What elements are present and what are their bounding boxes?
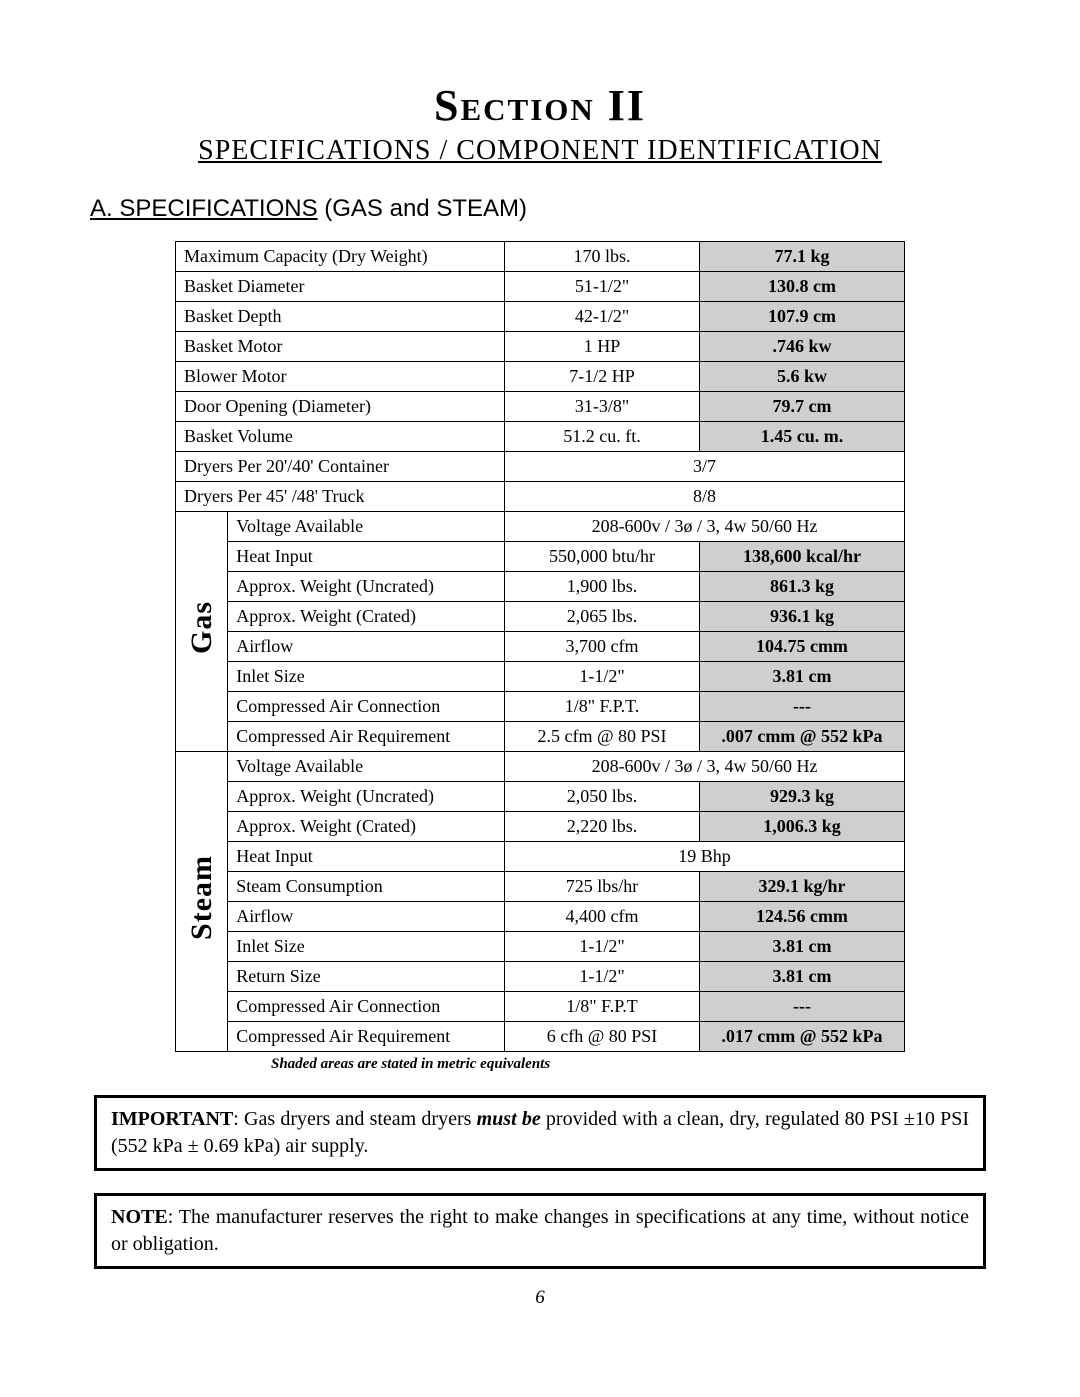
spec-label: Maximum Capacity (Dry Weight) <box>176 242 505 272</box>
spec-label: Approx. Weight (Crated) <box>228 812 505 842</box>
spec-label: Basket Motor <box>176 332 505 362</box>
cell: 1-1/2" <box>505 962 700 992</box>
spec-label: Inlet Size <box>228 932 505 962</box>
spec-label: Basket Diameter <box>176 272 505 302</box>
cell: 936.1 kg <box>699 602 904 632</box>
spec-label: Compressed Air Requirement <box>228 722 505 752</box>
spec-label: Compressed Air Connection <box>228 692 505 722</box>
spec-label: Basket Depth <box>176 302 505 332</box>
cell: 1-1/2" <box>505 662 700 692</box>
spec-label: Heat Input <box>228 842 505 872</box>
cell: 77.1 kg <box>699 242 904 272</box>
spec-value: 208-600v / 3ø / 3, 4w 50/60 Hz <box>505 512 905 542</box>
spec-label: Voltage Available <box>228 512 505 542</box>
cell: 3.81 cm <box>699 932 904 962</box>
cell: 1/8" F.P.T <box>505 992 700 1022</box>
group-gas: Gas <box>176 512 228 752</box>
cell: .007 cmm @ 552 kPa <box>699 722 904 752</box>
cell: 1,006.3 kg <box>699 812 904 842</box>
cell: 107.9 cm <box>699 302 904 332</box>
spec-value: 208-600v / 3ø / 3, 4w 50/60 Hz <box>505 752 905 782</box>
cell: 929.3 kg <box>699 782 904 812</box>
cell: .017 cmm @ 552 kPa <box>699 1022 904 1052</box>
group-steam: Steam <box>176 752 228 1052</box>
spec-label: Dryers Per 45' /48' Truck <box>176 482 505 512</box>
cell: --- <box>699 692 904 722</box>
spec-label: Airflow <box>228 902 505 932</box>
cell: 31-3/8" <box>505 392 700 422</box>
cell: 5.6 kw <box>699 362 904 392</box>
spec-label: Blower Motor <box>176 362 505 392</box>
spec-label: Dryers Per 20'/40' Container <box>176 452 505 482</box>
page-number: 6 <box>90 1287 990 1309</box>
spec-label: Door Opening (Diameter) <box>176 392 505 422</box>
important-body1: : Gas dryers and steam dryers <box>233 1108 476 1130</box>
cell: 1.45 cu. m. <box>699 422 904 452</box>
cell: 725 lbs/hr <box>505 872 700 902</box>
cell: 51-1/2" <box>505 272 700 302</box>
heading-a-tail: (GAS and STEAM) <box>318 195 527 222</box>
spec-value: 3/7 <box>505 452 905 482</box>
cell: 2,050 lbs. <box>505 782 700 812</box>
cell: 79.7 cm <box>699 392 904 422</box>
cell: 1-1/2" <box>505 932 700 962</box>
spec-label: Approx. Weight (Crated) <box>228 602 505 632</box>
cell: 104.75 cmm <box>699 632 904 662</box>
cell: 170 lbs. <box>505 242 700 272</box>
cell: 51.2 cu. ft. <box>505 422 700 452</box>
heading-a: A. SPECIFICATIONS (GAS and STEAM) <box>90 195 990 223</box>
cell: 861.3 kg <box>699 572 904 602</box>
spec-label: Approx. Weight (Uncrated) <box>228 572 505 602</box>
important-emph: must be <box>477 1108 541 1130</box>
cell: 4,400 cfm <box>505 902 700 932</box>
spec-label: Compressed Air Connection <box>228 992 505 1022</box>
cell: 2,220 lbs. <box>505 812 700 842</box>
spec-label: Compressed Air Requirement <box>228 1022 505 1052</box>
cell: .746 kw <box>699 332 904 362</box>
important-lead: IMPORTANT <box>111 1108 233 1130</box>
section-title: Section II <box>90 80 990 131</box>
cell: 2.5 cfm @ 80 PSI <box>505 722 700 752</box>
important-box: IMPORTANT: Gas dryers and steam dryers m… <box>94 1095 986 1171</box>
spec-label: Basket Volume <box>176 422 505 452</box>
note-lead: NOTE <box>111 1206 168 1228</box>
cell: 3.81 cm <box>699 662 904 692</box>
cell: --- <box>699 992 904 1022</box>
cell: 130.8 cm <box>699 272 904 302</box>
metric-footnote: Shaded areas are stated in metric equiva… <box>175 1052 905 1073</box>
spec-label: Airflow <box>228 632 505 662</box>
spec-label: Voltage Available <box>228 752 505 782</box>
cell: 1,900 lbs. <box>505 572 700 602</box>
cell: 7-1/2 HP <box>505 362 700 392</box>
cell: 3.81 cm <box>699 962 904 992</box>
cell: 3,700 cfm <box>505 632 700 662</box>
spec-label: Inlet Size <box>228 662 505 692</box>
spec-label: Steam Consumption <box>228 872 505 902</box>
spec-table: Maximum Capacity (Dry Weight) 170 lbs. 7… <box>175 241 905 1052</box>
spec-label: Return Size <box>228 962 505 992</box>
spec-value: 8/8 <box>505 482 905 512</box>
note-body: : The manufacturer reserves the right to… <box>111 1206 969 1255</box>
cell: 6 cfh @ 80 PSI <box>505 1022 700 1052</box>
cell: 329.1 kg/hr <box>699 872 904 902</box>
cell: 138,600 kcal/hr <box>699 542 904 572</box>
spec-value: 19 Bhp <box>505 842 905 872</box>
cell: 1 HP <box>505 332 700 362</box>
cell: 42-1/2" <box>505 302 700 332</box>
heading-a-lead: A. SPECIFICATIONS <box>90 195 318 222</box>
section-subtitle: SPECIFICATIONS / COMPONENT IDENTIFICATIO… <box>90 135 990 167</box>
cell: 550,000 btu/hr <box>505 542 700 572</box>
spec-label: Approx. Weight (Uncrated) <box>228 782 505 812</box>
spec-label: Heat Input <box>228 542 505 572</box>
cell: 124.56 cmm <box>699 902 904 932</box>
cell: 2,065 lbs. <box>505 602 700 632</box>
cell: 1/8" F.P.T. <box>505 692 700 722</box>
note-box: NOTE: The manufacturer reserves the righ… <box>94 1193 986 1269</box>
